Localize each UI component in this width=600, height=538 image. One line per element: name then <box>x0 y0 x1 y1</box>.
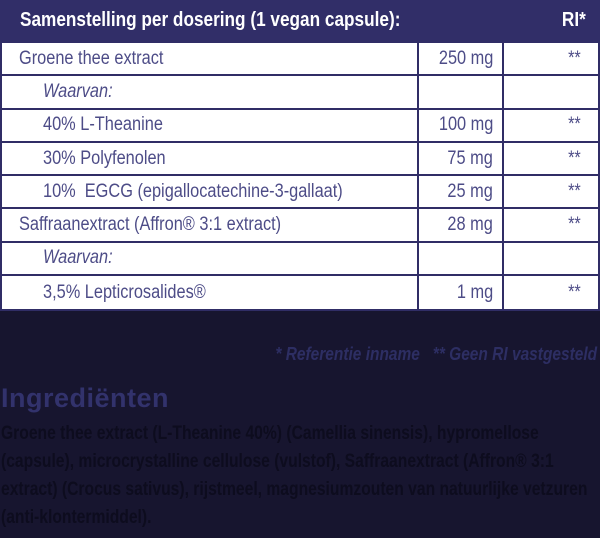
ingredient-name-cell: Saffraanextract (Affron® 3:1 extract) <box>2 209 419 241</box>
ri-cell: ** <box>568 114 581 136</box>
ri-cell: ** <box>568 147 581 169</box>
composition-table: Samenstelling per dosering (1 vegan caps… <box>0 0 600 312</box>
amount-cell: 1 mg <box>419 276 504 310</box>
ri-cell: ** <box>568 47 581 69</box>
table-header-row: Samenstelling per dosering (1 vegan caps… <box>0 0 600 40</box>
table-row: Groene thee extract 250 mg ** <box>2 43 598 77</box>
ingredients-heading: Ingrediënten <box>1 383 170 413</box>
table-row: Waarvan: <box>2 76 598 110</box>
amount-cell: 100 mg <box>419 109 504 141</box>
ri-cell: ** <box>568 214 581 236</box>
ri-column-header: RI* <box>558 9 586 32</box>
table-row: 3,5% Lepticrosalides® 1 mg ** <box>2 276 598 310</box>
ingredient-name-cell: Waarvan: <box>2 242 419 275</box>
ri-cell: ** <box>568 180 581 202</box>
table-row: Saffraanextract (Affron® 3:1 extract) 28… <box>2 209 598 243</box>
ingredient-name-cell: 40% L-Theanine <box>2 109 419 141</box>
amount-cell <box>419 242 504 275</box>
ingredient-name-cell: 10% EGCG (epigallocatechine-3-gallaat) <box>2 176 419 208</box>
ri-cell: ** <box>568 281 581 303</box>
ingredient-name-cell: 3,5% Lepticrosalides® <box>2 276 419 310</box>
amount-cell <box>419 76 504 108</box>
ingredient-name-cell: Groene thee extract <box>2 43 419 75</box>
table-body: Groene thee extract 250 mg ** Waarvan: 4… <box>0 40 600 312</box>
amount-cell: 28 mg <box>419 209 504 241</box>
ri-header-text: RI* <box>562 8 586 31</box>
table-row: 40% L-Theanine 100 mg ** <box>2 109 598 143</box>
amount-cell: 75 mg <box>419 142 504 175</box>
ri-cell <box>504 243 598 274</box>
table-row: 30% Polyfenolen 75 mg ** <box>2 142 598 177</box>
table-row: 10% EGCG (epigallocatechine-3-gallaat) 2… <box>2 176 598 210</box>
amount-cell: 250 mg <box>419 43 504 75</box>
ingredients-paragraph: Groene thee extract (L-Theanine 40%) (Ca… <box>1 423 588 528</box>
ingredient-name-cell: Waarvan: <box>2 76 419 108</box>
table-title: Samenstelling per dosering (1 vegan caps… <box>20 9 462 32</box>
amount-cell: 25 mg <box>419 176 504 208</box>
ri-cell <box>504 76 598 107</box>
footnote-text: * Referentie inname ** Geen RI vastgeste… <box>275 344 597 364</box>
table-row: Waarvan: <box>2 242 598 277</box>
ingredient-name-cell: 30% Polyfenolen <box>2 142 419 175</box>
table-title-text: Samenstelling per dosering (1 vegan caps… <box>20 8 401 31</box>
